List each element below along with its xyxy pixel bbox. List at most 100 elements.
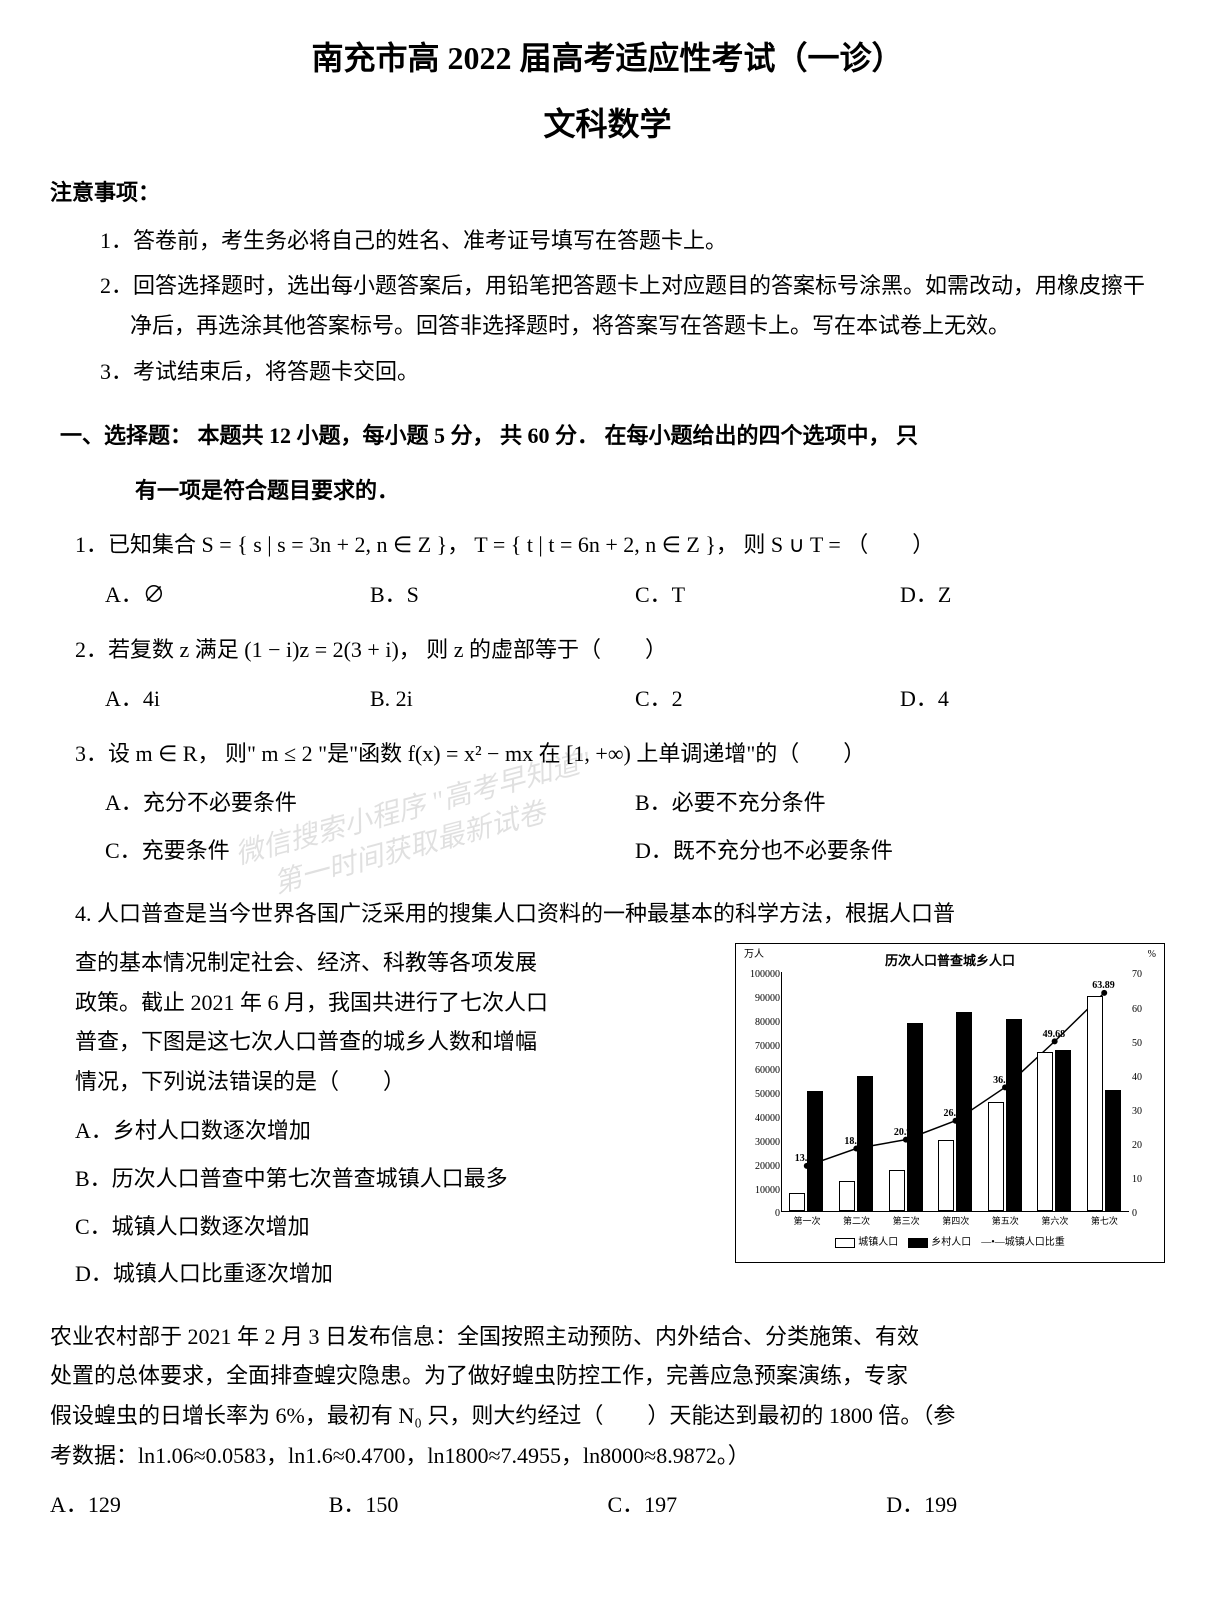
chart-y-right-tick: 30 [1132,1103,1154,1121]
option-d: D．城镇人口比重逐次增加 [75,1254,715,1294]
question-4-body: 查的基本情况制定社会、经济、科教等各项发展 政策。截止 2021 年 6 月，我… [75,943,715,1302]
question-1-text: 1．已知集合 S = { s | s = 3n + 2, n ∈ Z }， T … [75,525,1165,565]
question-3-text: 3．设 m ∈ R， 则" m ≤ 2 "是"函数 f(x) = x² − mx… [75,734,1165,774]
chart-y-left-tick: 90000 [742,990,780,1008]
chart-x-label: 第一次 [782,1213,832,1229]
chart-data-label: 18.30 [844,1133,867,1151]
chart-x-label: 第四次 [931,1213,981,1229]
question-5-line: 农业农村部于 2021 年 2 月 3 日发布信息：全国按照主动预防、内外结合、… [50,1317,1165,1357]
chart-bar-group [988,1019,1022,1212]
notice-header: 注意事项： [50,173,1165,213]
legend-line: 城镇人口比重 [1005,1237,1065,1248]
option-b: B．150 [329,1485,608,1525]
legend-rural: 乡村人口 [931,1237,971,1248]
chart-data-label: 26.44 [944,1105,967,1123]
chart-bar-rural [1105,1090,1121,1212]
chart-y-right-tick: 60 [1132,1001,1154,1019]
exam-title-sub: 文科数学 [50,96,1165,154]
chart-y-right-tick: 40 [1132,1069,1154,1087]
option-c: C．城镇人口数逐次增加 [75,1207,715,1247]
chart-y-left-tick: 40000 [742,1110,780,1128]
notice-item: 1．答卷前，考生务必将自己的姓名、准考证号填写在答题卡上。 [100,221,1165,261]
question-5: 农业农村部于 2021 年 2 月 3 日发布信息：全国按照主动预防、内外结合、… [50,1317,1165,1525]
question-4-line: 普查，下图是这七次人口普查的城乡人数和增幅 [75,1022,715,1062]
option-d: D．既不充分也不必要条件 [635,831,1165,871]
chart-bar-rural [1006,1019,1022,1212]
legend-line-marker: —•— [981,1237,1005,1248]
chart-data-label: 63.89 [1092,977,1115,995]
chart-plot-area: 0100002000030000400005000060000700008000… [781,972,1129,1212]
chart-bar-urban [938,1140,954,1212]
question-4-intro: 4. 人口普查是当今世界各国广泛采用的搜集人口资料的一种最基本的科学方法，根据人… [75,894,1165,934]
option-c: C．T [635,575,900,615]
chart-y-left-tick: 50000 [742,1086,780,1104]
chart-x-label: 第二次 [832,1213,882,1229]
option-a: A．129 [50,1485,329,1525]
question-2: 2．若复数 z 满足 (1 − i)z = 2(3 + i)， 则 z 的虚部等… [50,630,1165,719]
question-5-line: 考数据：ln1.06≈0.0583，ln1.6≈0.4700，ln1800≈7.… [50,1436,1165,1476]
chart-x-label: 第六次 [1030,1213,1080,1229]
option-d: D．199 [886,1485,1165,1525]
chart-legend: 城镇人口 乡村人口 —•—城镇人口比重 [741,1234,1159,1252]
section-1-header: 一、选择题： 本题共 12 小题，每小题 5 分， 共 60 分． 在每小题给出… [50,416,1165,456]
option-a: A．充分不必要条件 [105,783,635,823]
chart-y-left-tick: 30000 [742,1134,780,1152]
chart-data-label: 20.91 [894,1124,917,1142]
chart-bar-rural [1055,1050,1071,1211]
section-1-header-cont: 有一项是符合题目要求的． [135,471,1165,511]
chart-y-left-tick: 80000 [742,1014,780,1032]
question-5-options: A．129 B．150 C．197 D．199 [50,1485,1165,1525]
chart-y-right-tick: 50 [1132,1035,1154,1053]
option-d: D．4 [900,679,1165,719]
question-2-options: A．4i B. 2i C．2 D．4 [105,679,1165,719]
question-1: 1．已知集合 S = { s | s = 3n + 2, n ∈ Z }， T … [50,525,1165,614]
chart-y-left-tick: 60000 [742,1062,780,1080]
option-a: A．乡村人口数逐次增加 [75,1111,715,1151]
option-b: B. 2i [370,679,635,719]
notice-item: 3．考试结束后，将答题卡交回。 [100,352,1165,392]
question-3-options: A．充分不必要条件 B．必要不充分条件 C．充要条件 D．既不充分也不必要条件 [105,783,1165,878]
chart-data-label: 49.68 [1043,1026,1066,1044]
chart-bar-group [889,1023,923,1212]
chart-y-right-tick: 10 [1132,1171,1154,1189]
option-a: A．4i [105,679,370,719]
legend-urban: 城镇人口 [858,1237,898,1248]
question-5-line: 处置的总体要求，全面排查蝗灾隐患。为了做好蝗虫防控工作，完善应急预案演练，专家 [50,1356,1165,1396]
population-chart: 万人 历次人口普查城乡人口 % 010000200003000040000500… [735,943,1165,1263]
chart-bar-rural [907,1023,923,1212]
chart-bar-urban [889,1170,905,1211]
legend-swatch-urban [835,1238,855,1248]
option-c: C．充要条件 [105,831,635,871]
chart-bar-urban [988,1102,1004,1212]
legend-swatch-rural [908,1238,928,1248]
chart-y-left-tick: 100000 [742,966,780,984]
option-b: B．必要不充分条件 [635,783,1165,823]
chart-data-label: 13.2 [795,1150,813,1168]
question-4-line: 查的基本情况制定社会、经济、科教等各项发展 [75,943,715,983]
chart-data-label: 36.22 [993,1072,1016,1090]
chart-title: 历次人口普查城乡人口 [741,949,1159,972]
chart-bar-group [1037,1050,1071,1211]
chart-bar-urban [1037,1052,1053,1211]
option-a: A．∅ [105,575,370,615]
chart-x-label: 第七次 [1079,1213,1129,1229]
notice-item: 2．回答选择题时，选出每小题答案后，用铅笔把答题卡上对应题目的答案标号涂黑。如需… [100,266,1165,345]
question-4-line: 政策。截止 2021 年 6 月，我国共进行了七次人口 [75,983,715,1023]
option-b: B．历次人口普查中第七次普查城镇人口最多 [75,1159,715,1199]
chart-y-right-unit: % [1148,946,1156,964]
chart-y-left-tick: 70000 [742,1038,780,1056]
option-b: B．S [370,575,635,615]
question-4-line: 情况，下列说法错误的是（ ） [75,1062,715,1102]
chart-y-left-tick: 0 [742,1205,780,1223]
chart-y-right-tick: 0 [1132,1205,1154,1223]
question-3: 3．设 m ∈ R， 则" m ≤ 2 "是"函数 f(x) = x² − mx… [50,734,1165,879]
exam-title-main: 南充市高 2022 届高考适应性考试（一诊） [50,30,1165,88]
option-c: C．2 [635,679,900,719]
chart-y-right-tick: 70 [1132,966,1154,984]
option-c: C．197 [608,1485,887,1525]
chart-bar-group [1087,996,1121,1212]
question-5-line: 假设蝗虫的日增长率为 6%，最初有 N₀ 只，则大约经过（ ）天能达到最初的 1… [50,1396,1165,1436]
question-1-options: A．∅ B．S C．T D．Z [105,575,1165,615]
chart-bar-urban [1087,996,1103,1212]
chart-y-right-tick: 20 [1132,1137,1154,1155]
